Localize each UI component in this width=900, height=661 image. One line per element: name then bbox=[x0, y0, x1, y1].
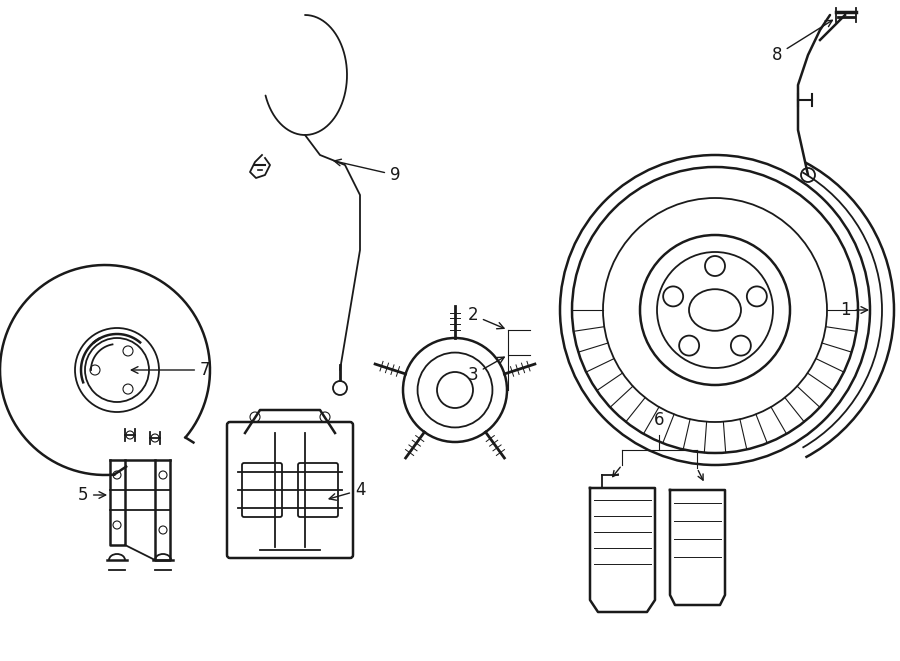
Text: 2: 2 bbox=[467, 306, 504, 329]
Text: 7: 7 bbox=[131, 361, 211, 379]
Text: 8: 8 bbox=[771, 20, 832, 64]
Text: 1: 1 bbox=[840, 301, 868, 319]
Text: 3: 3 bbox=[467, 357, 504, 384]
Text: 4: 4 bbox=[329, 481, 365, 500]
Text: 5: 5 bbox=[77, 486, 105, 504]
Text: 9: 9 bbox=[334, 159, 400, 184]
Text: 6: 6 bbox=[653, 411, 664, 429]
